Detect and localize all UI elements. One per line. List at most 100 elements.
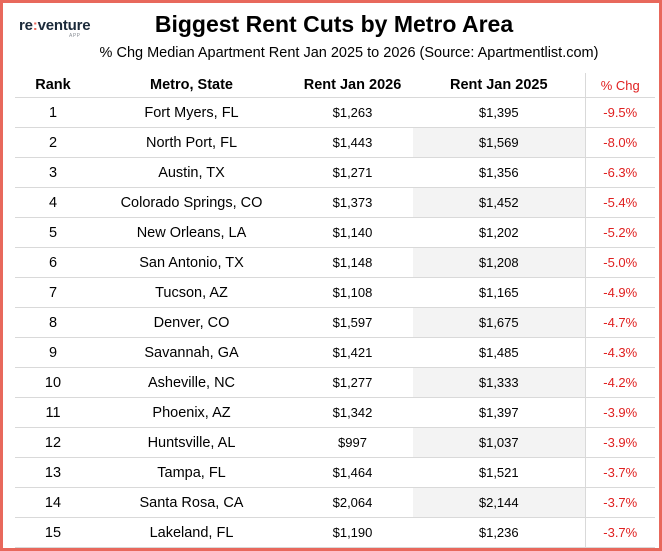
cell-rent-2026: $1,190 [292, 517, 413, 548]
header-rent-2025: Rent Jan 2025 [413, 73, 585, 98]
cell-pct-change: -3.7% [584, 457, 655, 488]
cell-pct-change: -4.7% [584, 307, 655, 338]
table-row: 12 Huntsville, AL $997 $1,037 -3.9% [15, 427, 655, 458]
table-row: 4 Colorado Springs, CO $1,373 $1,452 -5.4% [15, 187, 655, 218]
cell-metro: San Antonio, TX [91, 247, 292, 278]
cell-metro: Tucson, AZ [91, 277, 292, 308]
logo-tagline: APP [69, 33, 81, 39]
cell-rent-2025: $1,236 [413, 517, 585, 548]
table-row: 13 Tampa, FL $1,464 $1,521 -3.7% [15, 457, 655, 488]
cell-metro: Savannah, GA [91, 337, 292, 368]
cell-rank: 2 [15, 127, 91, 158]
table-body: 1 Fort Myers, FL $1,263 $1,395 -9.5% 2 North P… [15, 97, 655, 548]
cell-rank: 15 [15, 517, 91, 548]
table-row: 9 Savannah, GA $1,421 $1,485 -4.3% [15, 337, 655, 368]
cell-rent-2026: $1,443 [292, 127, 413, 158]
cell-metro: Asheville, NC [91, 367, 292, 398]
cell-pct-change: -9.5% [584, 97, 655, 128]
cell-rent-2025: $1,333 [413, 367, 585, 398]
cell-rank: 1 [15, 97, 91, 128]
cell-rent-2025: $1,452 [413, 187, 585, 218]
cell-rent-2026: $1,464 [292, 457, 413, 488]
reventure-logo: re:venture [19, 17, 91, 34]
header-metro: Metro, State [91, 73, 292, 98]
table-row: 14 Santa Rosa, CA $2,064 $2,144 -3.7% [15, 487, 655, 518]
cell-rank: 13 [15, 457, 91, 488]
table-row: 2 North Port, FL $1,443 $1,569 -8.0% [15, 127, 655, 158]
cell-metro: Austin, TX [91, 157, 292, 188]
header-rank: Rank [15, 73, 91, 98]
cell-rent-2026: $1,140 [292, 217, 413, 248]
cell-pct-change: -5.0% [584, 247, 655, 278]
table-row: 15 Lakeland, FL $1,190 $1,236 -3.7% [15, 517, 655, 548]
cell-rank: 3 [15, 157, 91, 188]
table-row: 6 San Antonio, TX $1,148 $1,208 -5.0% [15, 247, 655, 278]
cell-metro: North Port, FL [91, 127, 292, 158]
header-rent-2026: Rent Jan 2026 [292, 73, 413, 98]
cell-rent-2025: $1,395 [413, 97, 585, 128]
cell-rent-2026: $1,108 [292, 277, 413, 308]
cell-metro: Huntsville, AL [91, 427, 292, 458]
page-subtitle: % Chg Median Apartment Rent Jan 2025 to … [99, 45, 599, 61]
cell-rent-2026: $1,271 [292, 157, 413, 188]
cell-rent-2026: $1,421 [292, 337, 413, 368]
cell-pct-change: -3.9% [584, 427, 655, 458]
cell-pct-change: -3.7% [584, 517, 655, 548]
cell-rent-2026: $1,373 [292, 187, 413, 218]
cell-metro: Colorado Springs, CO [91, 187, 292, 218]
cell-rent-2025: $1,569 [413, 127, 585, 158]
cell-rank: 9 [15, 337, 91, 368]
table-row: 10 Asheville, NC $1,277 $1,333 -4.2% [15, 367, 655, 398]
cell-pct-change: -5.4% [584, 187, 655, 218]
table-row: 5 New Orleans, LA $1,140 $1,202 -5.2% [15, 217, 655, 248]
cell-rank: 12 [15, 427, 91, 458]
cell-rank: 7 [15, 277, 91, 308]
cell-rent-2025: $1,397 [413, 397, 585, 428]
cell-pct-change: -4.9% [584, 277, 655, 308]
cell-pct-change: -4.2% [584, 367, 655, 398]
cell-rank: 8 [15, 307, 91, 338]
cell-rent-2026: $1,342 [292, 397, 413, 428]
cell-rent-2026: $1,597 [292, 307, 413, 338]
cell-rank: 14 [15, 487, 91, 518]
cell-pct-change: -4.3% [584, 337, 655, 368]
cell-rank: 10 [15, 367, 91, 398]
cell-rent-2025: $1,521 [413, 457, 585, 488]
cell-metro: New Orleans, LA [91, 217, 292, 248]
cell-metro: Lakeland, FL [91, 517, 292, 548]
cell-metro: Fort Myers, FL [91, 97, 292, 128]
header-pct-change: % Chg [584, 73, 655, 98]
cell-pct-change: -5.2% [584, 217, 655, 248]
logo-colon: : [32, 17, 38, 34]
cell-rent-2026: $1,277 [292, 367, 413, 398]
page-title: Biggest Rent Cuts by Metro Area [154, 11, 514, 37]
cell-rent-2026: $2,064 [292, 487, 413, 518]
cell-metro: Phoenix, AZ [91, 397, 292, 428]
cell-rank: 5 [15, 217, 91, 248]
cell-rent-2025: $1,037 [413, 427, 585, 458]
logo-text-left: re [19, 17, 33, 34]
cell-rank: 11 [15, 397, 91, 428]
cell-rent-2025: $2,144 [413, 487, 585, 518]
cell-rent-2025: $1,208 [413, 247, 585, 278]
cell-metro: Denver, CO [91, 307, 292, 338]
cell-metro: Tampa, FL [91, 457, 292, 488]
table-row: 1 Fort Myers, FL $1,263 $1,395 -9.5% [15, 97, 655, 128]
cell-rent-2025: $1,675 [413, 307, 585, 338]
logo-text-right: venture [37, 17, 91, 34]
cell-rent-2026: $997 [292, 427, 413, 458]
cell-pct-change: -6.3% [584, 157, 655, 188]
cell-rent-2025: $1,165 [413, 277, 585, 308]
cell-rent-2026: $1,148 [292, 247, 413, 278]
cell-rent-2025: $1,202 [413, 217, 585, 248]
table-row: 3 Austin, TX $1,271 $1,356 -6.3% [15, 157, 655, 188]
rent-table: Rank Metro, State Rent Jan 2026 Rent Jan… [15, 73, 655, 548]
table-row: 7 Tucson, AZ $1,108 $1,165 -4.9% [15, 277, 655, 308]
cell-rent-2025: $1,485 [413, 337, 585, 368]
cell-pct-change: -8.0% [584, 127, 655, 158]
cell-rank: 6 [15, 247, 91, 278]
cell-rent-2025: $1,356 [413, 157, 585, 188]
cell-pct-change: -3.7% [584, 487, 655, 518]
table-row: 11 Phoenix, AZ $1,342 $1,397 -3.9% [15, 397, 655, 428]
cell-rent-2026: $1,263 [292, 97, 413, 128]
